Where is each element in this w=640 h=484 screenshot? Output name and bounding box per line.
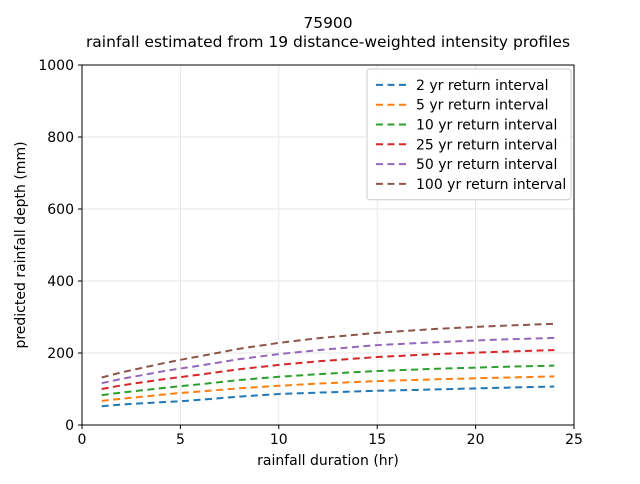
series-line-5yr <box>101 375 555 402</box>
series-line-2yr <box>101 385 555 408</box>
x-tick-label: 5 <box>176 432 185 448</box>
y-axis-label: predicted rainfall depth (mm) <box>13 141 29 348</box>
x-tick-label: 15 <box>368 432 386 448</box>
series-line-100yr <box>101 322 555 379</box>
x-tick-label: 20 <box>467 432 485 448</box>
legend-label: 10 yr return interval <box>416 118 557 134</box>
y-tick-label: 400 <box>47 274 74 290</box>
legend-label: 2 yr return interval <box>416 78 548 94</box>
y-tick-label: 600 <box>47 202 74 218</box>
legend-box <box>366 68 572 201</box>
series-layer <box>101 322 555 408</box>
x-tick-label: 10 <box>270 432 288 448</box>
series-line-10yr <box>101 364 555 397</box>
chart-title: 75900 <box>303 14 352 32</box>
legend: 2 yr return interval 5 yr return interval… <box>366 68 572 201</box>
series-line-25yr <box>101 349 555 390</box>
series-line-50yr <box>101 336 555 385</box>
y-tick-label: 800 <box>47 130 74 146</box>
x-axis-label: rainfall duration (hr) <box>257 453 399 469</box>
legend-label: 5 yr return interval <box>416 98 548 114</box>
legend-label: 50 yr return interval <box>416 157 557 173</box>
axes-layer: 0 5 10 15 20 25 0 200 400 600 800 1000 <box>38 58 583 448</box>
axes-spines <box>81 64 575 426</box>
legend-label: 100 yr return interval <box>416 177 566 193</box>
y-tick-label: 200 <box>47 346 74 362</box>
x-tick-label: 0 <box>78 432 87 448</box>
y-tick-label: 0 <box>65 418 74 434</box>
x-tick-label: 25 <box>565 432 583 448</box>
y-tick-label: 1000 <box>38 58 74 74</box>
legend-label: 25 yr return interval <box>416 137 557 153</box>
chart-subtitle: rainfall estimated from 19 distance-weig… <box>86 33 570 51</box>
